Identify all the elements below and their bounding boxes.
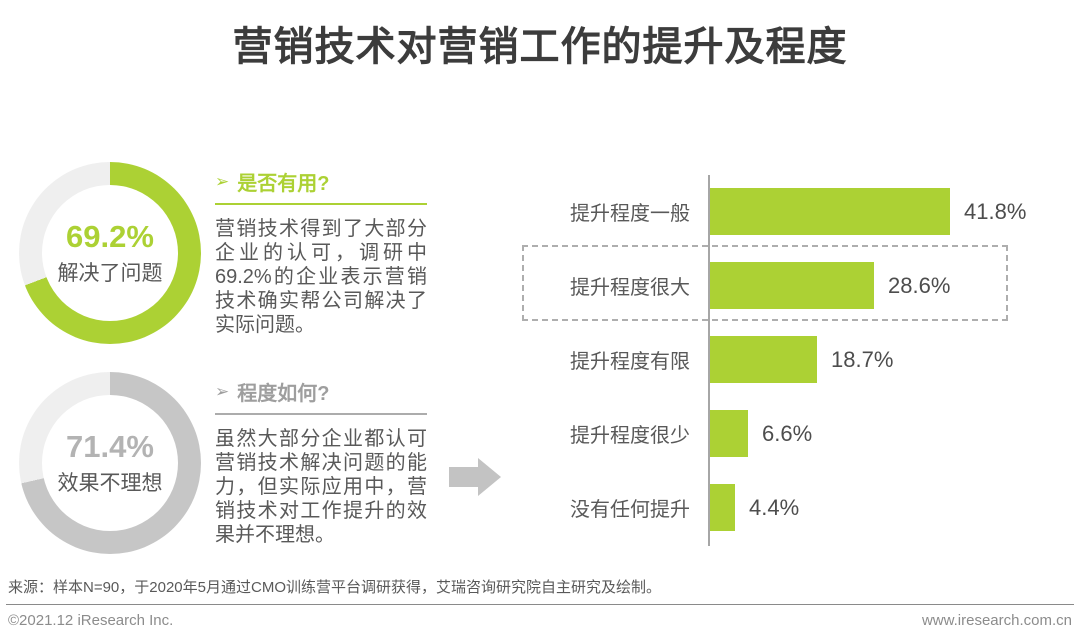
source-note: 来源：样本N=90，于2020年5月通过CMO训练营平台调研获得，艾瑞咨询研究院…: [8, 579, 661, 596]
bar-category-label: 提升程度很少: [570, 425, 690, 447]
note-heading: 程度如何?: [237, 382, 330, 405]
bar-value-label: 28.6%: [888, 272, 951, 298]
donut-chart-problem-solved: 69.2% 解决了问题: [19, 162, 201, 344]
donut-hole: 69.2% 解决了问题: [42, 185, 178, 321]
footer-divider: [6, 604, 1074, 605]
right-arrow-shape: [449, 458, 501, 496]
bar-row: 提升程度很大 28.6%: [530, 262, 1060, 309]
bar-category-label: 提升程度一般: [570, 203, 690, 225]
bar-row: 提升程度有限 18.7%: [530, 336, 1060, 383]
bar-value-label: 41.8%: [964, 198, 1027, 224]
donut-value: 71.4%: [66, 429, 154, 465]
note-section-degree: ➢ 程度如何? 虽然大部分企业都认可营销技术解决问题的能力，但实际应用中，营销技…: [215, 378, 427, 547]
bar: [710, 262, 874, 309]
arrowhead-icon: ➢: [215, 381, 230, 401]
donut-chart-effect-unsatisfying: 71.4% 效果不理想: [19, 372, 201, 554]
arrowhead-icon: ➢: [215, 171, 230, 191]
highlight-box: [522, 245, 1008, 321]
bar-row: 提升程度很少 6.6%: [530, 410, 1060, 457]
bar-category-label: 没有任何提升: [570, 499, 690, 521]
bar: [710, 484, 735, 531]
heading-underline: [215, 413, 427, 415]
right-arrow-icon: [449, 456, 501, 498]
note-body: 虽然大部分企业都认可营销技术解决问题的能力，但实际应用中，营销技术对工作提升的效…: [215, 428, 427, 546]
note-heading-row: ➢ 是否有用?: [215, 168, 427, 195]
note-section-useful: ➢ 是否有用? 营销技术得到了大部分企业的认可，调研中69.2%的企业表示营销技…: [215, 168, 427, 337]
donut-label: 效果不理想: [57, 471, 163, 495]
bar: [710, 410, 748, 457]
donut-hole: 71.4% 效果不理想: [42, 395, 178, 531]
website-text: www.iresearch.com.cn: [921, 612, 1072, 629]
bar: [710, 188, 950, 235]
bar: [710, 336, 817, 383]
axis-line: [708, 175, 710, 546]
bar-value-label: 18.7%: [831, 346, 894, 372]
bar-chart: 提升程度一般 41.8% 提升程度很大 28.6% 提升程度有限 18.7% 提升程度很少 6…: [522, 175, 1060, 547]
bar-value-label: 6.6%: [762, 420, 813, 446]
bar-row: 没有任何提升 4.4%: [530, 484, 1060, 531]
bar-category-label: 提升程度很大: [570, 277, 690, 299]
heading-underline: [215, 203, 427, 205]
bar-row: 提升程度一般 41.8%: [530, 188, 1060, 235]
bar-value-label: 4.4%: [749, 494, 800, 520]
note-body: 营销技术得到了大部分企业的认可，调研中69.2%的企业表示营销技术确实帮公司解决…: [215, 218, 427, 336]
bar-category-label: 提升程度有限: [570, 351, 690, 373]
note-heading-row: ➢ 程度如何?: [215, 378, 427, 405]
donut-value: 69.2%: [66, 219, 154, 255]
copyright-text: ©2021.12 iResearch Inc.: [8, 612, 174, 629]
note-heading: 是否有用?: [237, 172, 330, 195]
donut-label: 解决了问题: [57, 261, 163, 285]
page-title: 营销技术对营销工作的提升及程度: [232, 25, 848, 69]
